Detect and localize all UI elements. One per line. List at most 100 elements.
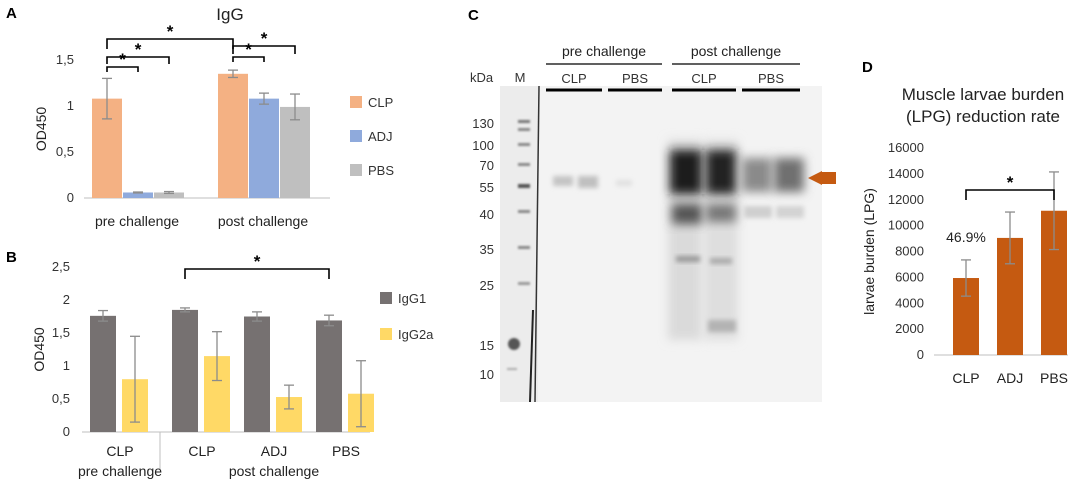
bar-pbs: [280, 106, 310, 198]
ladder-band: [518, 210, 530, 213]
significance-star: *: [245, 40, 252, 59]
y-axis-label: OD450: [33, 107, 49, 152]
y-tick-label: 4000: [895, 295, 924, 310]
gel-tear-line: [529, 309, 534, 403]
significance-star: *: [135, 40, 142, 59]
legend-label: IgG1: [398, 291, 426, 306]
sample-band: [744, 206, 772, 218]
bar-pbs: [154, 192, 184, 198]
x-category-label: PBS: [1040, 370, 1068, 386]
chart-title: (LPG) reduction rate: [906, 107, 1060, 126]
ladder-size-label: 15: [480, 338, 494, 353]
x-category-label: CLP: [188, 443, 215, 459]
y-tick-label: 1,5: [52, 325, 70, 340]
sample-band: [553, 176, 573, 186]
significance-bracket: [184, 268, 330, 279]
legend-swatch-clp: [350, 96, 362, 108]
ladder-band: [507, 368, 517, 370]
ladder-size-label: 100: [472, 138, 494, 153]
y-tick-label: 0,5: [52, 391, 70, 406]
blot-membrane: [500, 86, 822, 402]
y-tick-label: 1,5: [56, 52, 74, 67]
sample-band: [776, 206, 804, 218]
significance-bracket: [232, 45, 296, 54]
ladder-size-label: 70: [480, 158, 494, 173]
y-tick-label: 14000: [888, 166, 924, 181]
significance-bracket: [106, 66, 139, 72]
legend-label: IgG2a: [398, 327, 434, 342]
ladder-band: [518, 163, 530, 166]
panel-letter-c: C: [468, 7, 479, 24]
ladder-size-label: 40: [480, 207, 494, 222]
bar-igg1: [244, 316, 270, 432]
legend-swatch-igg1: [380, 292, 392, 304]
significance-bracket: [232, 56, 265, 62]
ladder-size-label: 10: [480, 367, 494, 382]
lane-label: CLP: [691, 71, 716, 86]
pre-challenge-bands: [553, 176, 632, 188]
x-group-label: pre challenge: [78, 463, 162, 479]
ladder-size-label: 25: [480, 278, 494, 293]
x-group-label: pre challenge: [95, 213, 179, 229]
legend-label: CLP: [368, 95, 393, 110]
ladder-size-label: 35: [480, 242, 494, 257]
legend-swatch-igg2a: [380, 328, 392, 340]
lane-label: PBS: [758, 71, 784, 86]
unit-label-kda: kDa: [470, 70, 494, 85]
bar-clp: [218, 73, 248, 198]
y-tick-label: 16000: [888, 140, 924, 155]
ladder-band: [518, 120, 530, 123]
significance-bracket: [106, 56, 170, 64]
panel-b-subclass-chart: 0 0,5 1 1,5 2 2,5 OD450 CLP CLP ADJ PBS pre challen…: [31, 252, 434, 479]
sample-band: [742, 158, 772, 192]
sample-band: [670, 150, 702, 194]
y-tick-label: 0,5: [56, 144, 74, 159]
panel-letter-a: A: [6, 5, 17, 22]
y-tick-label: 2000: [895, 321, 924, 336]
bar-adj: [249, 98, 279, 198]
y-tick-label: 10000: [888, 218, 924, 233]
sample-band: [672, 204, 702, 224]
chart-title: Muscle larvae burden: [902, 85, 1065, 104]
sample-band: [676, 256, 700, 262]
x-group-label: post challenge: [218, 213, 309, 229]
marker-label: M: [515, 70, 526, 85]
y-tick-label: 1: [63, 358, 70, 373]
y-tick-label: 1: [67, 98, 74, 113]
sample-band: [578, 176, 598, 188]
ladder-band: [518, 246, 530, 249]
chart-title: IgG: [216, 5, 243, 24]
panel-c-western-blot: [500, 85, 836, 403]
panel-c-labels: kDa M 130 100 70 55 40 35 25 15 10 pre challenge pos…: [470, 43, 800, 382]
ladder-band: [508, 338, 520, 350]
ladder-band: [518, 184, 530, 188]
ladder-size-label: 55: [480, 180, 494, 195]
x-category-label: CLP: [952, 370, 979, 386]
sample-band: [706, 204, 736, 222]
lane-label: PBS: [622, 71, 648, 86]
bar-igg1: [90, 315, 116, 432]
marker-lane-edge: [534, 85, 540, 403]
sample-band: [774, 158, 804, 192]
significance-star: *: [254, 252, 261, 271]
post-challenge-clp-bands: [668, 140, 738, 340]
x-group-label: post challenge: [229, 463, 320, 479]
legend-label: PBS: [368, 163, 394, 178]
sample-band: [706, 150, 736, 194]
x-category-label: ADJ: [261, 443, 287, 459]
significance-star: *: [261, 29, 268, 48]
y-tick-label: 0: [67, 190, 74, 205]
y-tick-label: 0: [63, 424, 70, 439]
sample-band: [616, 180, 632, 186]
reduction-rate-annotation: 46.9%: [946, 229, 986, 245]
significance-bracket: [965, 189, 1055, 200]
y-tick-label: 0: [917, 347, 924, 362]
ladder-band: [518, 143, 530, 146]
y-tick-label: 12000: [888, 192, 924, 207]
sample-band: [708, 320, 736, 332]
y-tick-label: 8000: [895, 244, 924, 259]
ladder-band: [518, 282, 530, 285]
x-category-label: CLP: [106, 443, 133, 459]
y-tick-label: 2: [63, 292, 70, 307]
